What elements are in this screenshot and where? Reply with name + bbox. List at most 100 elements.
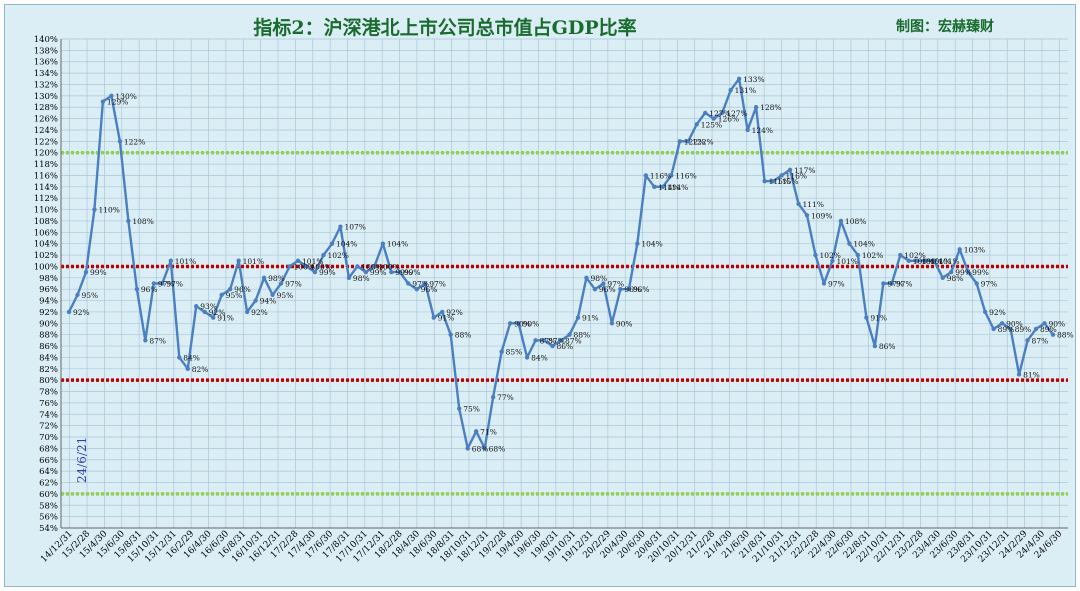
data-label: 104% <box>336 240 357 249</box>
data-point <box>406 281 411 286</box>
data-label: 114% <box>658 183 679 192</box>
y-tick-label: 76% <box>39 399 58 409</box>
data-point <box>660 184 665 190</box>
y-tick-label: 96% <box>39 285 58 295</box>
data-point <box>999 321 1005 326</box>
data-point <box>855 252 861 258</box>
data-label: 99% <box>319 268 336 277</box>
data-label: 90% <box>616 319 633 328</box>
data-point <box>92 207 97 212</box>
data-point <box>372 264 377 269</box>
data-point <box>321 252 326 258</box>
data-label: 90% <box>1049 319 1066 328</box>
data-point <box>490 395 496 400</box>
data-label: 97% <box>412 280 429 289</box>
y-tick-label: 66% <box>39 456 58 466</box>
data-point <box>448 332 453 337</box>
data-label: 92% <box>209 308 226 317</box>
data-label: 90% <box>1006 319 1023 328</box>
data-label: 109% <box>811 211 832 220</box>
data-label: 97% <box>828 280 845 289</box>
data-label: 110% <box>98 206 119 215</box>
data-point <box>329 241 335 246</box>
y-tick-label: 60% <box>39 490 58 500</box>
data-point <box>355 264 360 269</box>
data-point <box>482 446 487 451</box>
data-label: 101% <box>175 257 196 266</box>
data-label: 89% <box>998 325 1015 334</box>
data-point <box>915 258 920 263</box>
data-label: 96% <box>624 285 641 294</box>
data-label: 114% <box>667 183 688 192</box>
data-label: 88% <box>1057 331 1074 340</box>
data-label: 104% <box>853 240 874 249</box>
data-label: 97% <box>607 280 624 289</box>
data-label: 101% <box>836 257 857 266</box>
data-point <box>932 258 937 263</box>
y-tick-label: 80% <box>39 376 58 386</box>
data-point <box>236 258 241 263</box>
data-point <box>151 281 157 286</box>
data-label: 82% <box>192 365 209 374</box>
data-label: 87% <box>1032 336 1049 345</box>
data-label: 87% <box>149 336 166 345</box>
data-point <box>703 110 708 116</box>
data-point <box>473 429 479 434</box>
data-point <box>949 269 954 275</box>
y-tick-label: 94% <box>39 297 58 307</box>
data-point <box>618 286 623 292</box>
data-point <box>626 286 632 292</box>
data-point <box>609 321 615 326</box>
data-label: 133% <box>743 75 764 84</box>
data-label: 111% <box>803 200 824 209</box>
data-point <box>202 309 207 315</box>
data-point <box>872 343 878 349</box>
data-label: 87% <box>548 336 565 345</box>
data-point <box>652 184 657 190</box>
data-label: 93% <box>200 302 217 311</box>
data-labels: 92%95%99%110%129%130%122%108%96%87%97%97… <box>73 75 1074 454</box>
data-label: 98% <box>947 274 964 283</box>
y-tick-label: 116% <box>34 171 58 181</box>
data-label: 102% <box>819 251 840 260</box>
data-label: 117% <box>794 166 815 175</box>
y-tick-label: 104% <box>34 240 58 250</box>
data-point <box>753 105 759 110</box>
data-point <box>796 201 801 207</box>
data-label: 98% <box>268 274 285 283</box>
data-point <box>787 167 793 172</box>
data-label: 104% <box>387 240 408 249</box>
y-tick-label: 112% <box>34 194 58 204</box>
data-label: 99% <box>404 268 421 277</box>
data-label: 108% <box>845 217 866 226</box>
series <box>66 76 1056 451</box>
y-tick-label: 132% <box>34 80 58 90</box>
data-point <box>177 355 182 360</box>
data-point <box>414 286 419 292</box>
data-label: 115% <box>769 177 790 186</box>
y-tick-label: 126% <box>34 115 58 125</box>
chart-credit: 制图：宏赫臻财 <box>896 18 994 35</box>
data-label: 89% <box>1015 325 1032 334</box>
data-label: 99% <box>395 268 412 277</box>
data-point <box>143 338 148 343</box>
data-point <box>762 178 767 184</box>
data-point <box>261 275 267 281</box>
y-tick-label: 58% <box>39 501 58 511</box>
data-point <box>533 338 538 343</box>
data-label: 101% <box>938 257 959 266</box>
data-point <box>982 309 988 315</box>
data-point <box>847 241 852 246</box>
data-point <box>100 99 106 104</box>
data-label: 103% <box>964 245 985 254</box>
data-label: 88% <box>573 331 590 340</box>
y-tick-label: 106% <box>34 228 58 238</box>
y-tick-label: 110% <box>34 206 58 216</box>
data-point <box>295 258 301 263</box>
data-point <box>423 281 428 286</box>
data-point <box>1050 332 1056 337</box>
y-tick-label: 78% <box>39 388 58 398</box>
y-tick-label: 88% <box>39 331 58 341</box>
data-label: 90% <box>514 319 531 328</box>
data-point <box>66 309 72 315</box>
